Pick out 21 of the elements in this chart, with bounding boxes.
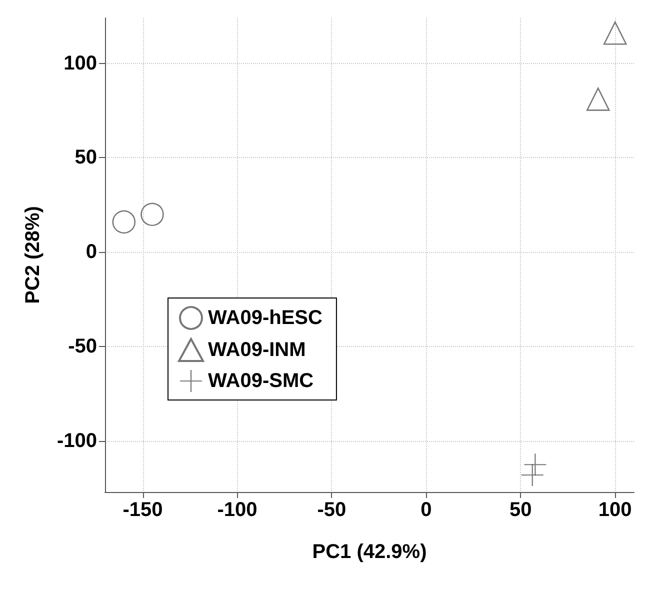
point [586, 88, 610, 111]
point [140, 202, 164, 226]
point [521, 464, 544, 486]
x-tick-label: 0 [420, 499, 432, 521]
legend-label: WA09-SMC [208, 370, 314, 392]
x-axis-title: PC1 (42.9%) [312, 541, 427, 563]
y-tick-label: 0 [86, 241, 97, 264]
legend-label: WA09-INM [208, 339, 306, 361]
x-tick-label: -150 [122, 499, 163, 521]
x-tick-label: -100 [217, 499, 258, 521]
y-tick-label: 100 [64, 52, 97, 74]
x-tick-label: 100 [598, 499, 632, 521]
y-tick-label: -50 [68, 336, 97, 358]
y-tick-label: -100 [56, 430, 97, 452]
x-tick-label: 50 [510, 499, 532, 521]
x-tick-label: -50 [317, 499, 346, 521]
y-axis-title: PC2 (28%) [22, 206, 44, 304]
legend-label: WA09-hESC [208, 307, 322, 329]
point [112, 210, 136, 234]
y-tick-label: 50 [74, 146, 97, 169]
point [603, 21, 627, 45]
